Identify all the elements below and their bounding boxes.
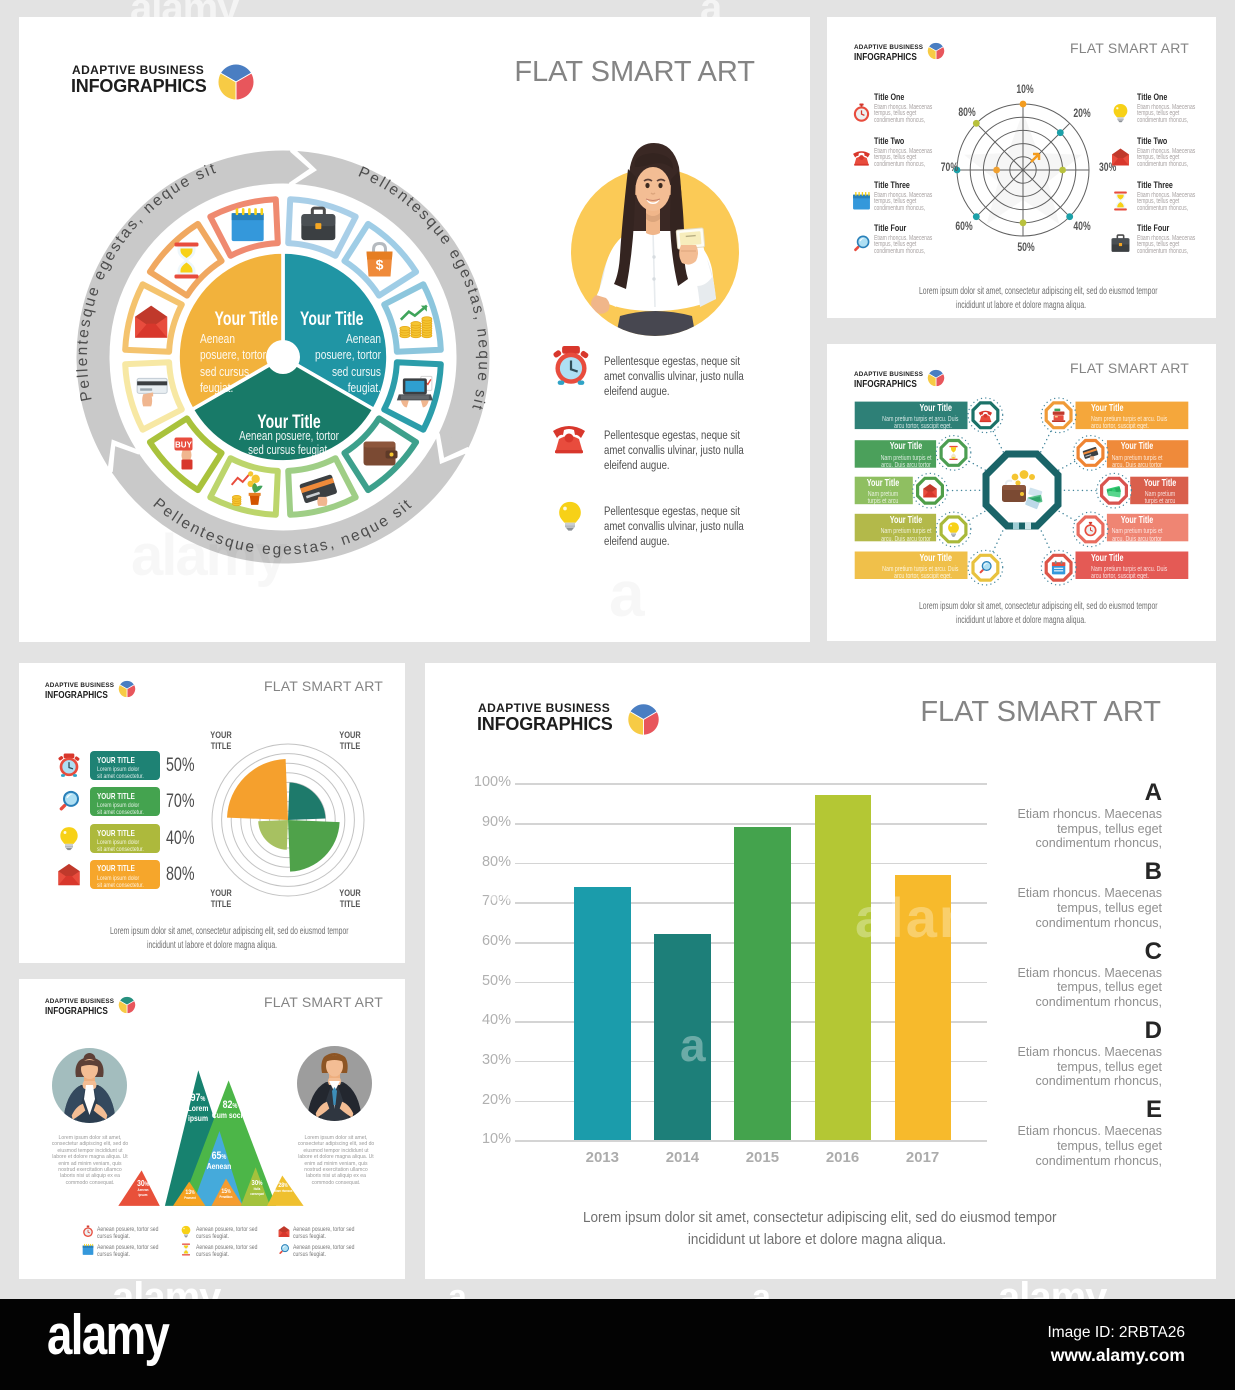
svg-text:$: $ (376, 256, 384, 272)
svg-text:BUY: BUY (175, 441, 193, 450)
